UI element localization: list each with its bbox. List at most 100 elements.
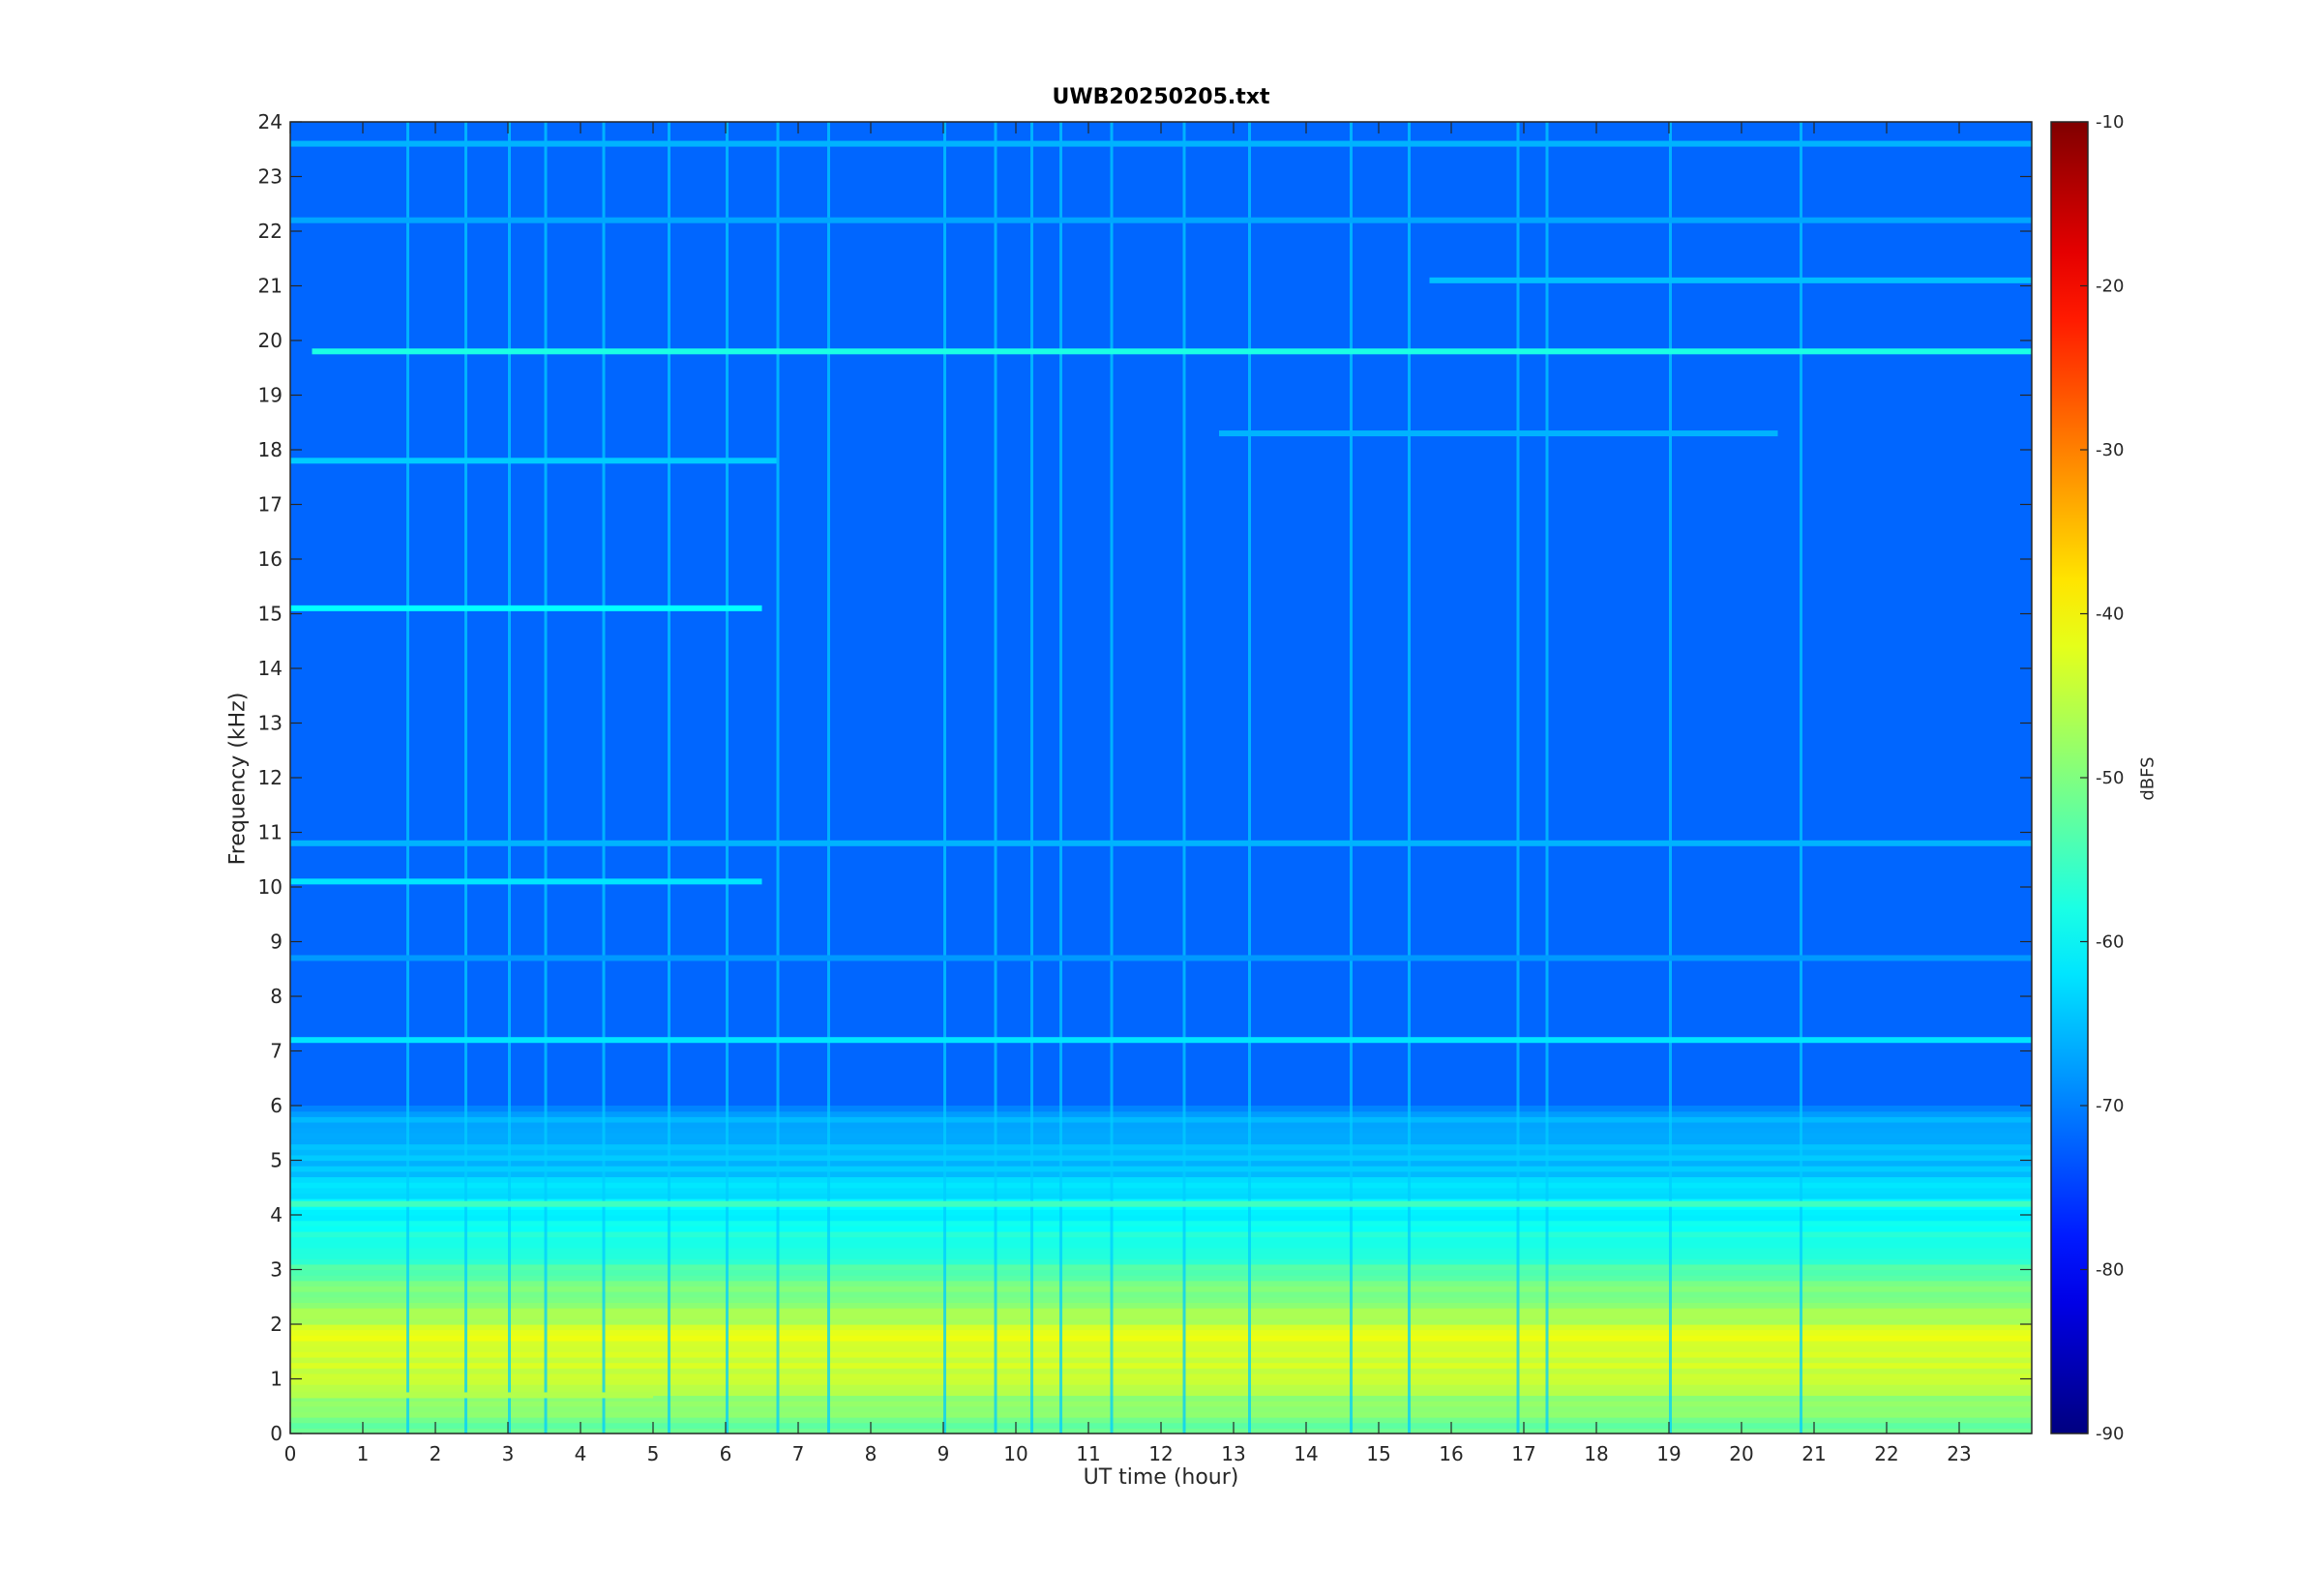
x-tick-label: 14: [1294, 1442, 1318, 1465]
x-axis-label: UT time (hour): [1083, 1465, 1239, 1490]
low-frequency-band: [290, 1258, 2032, 1265]
y-tick-label: 14: [258, 657, 283, 680]
persistent-line: [290, 605, 762, 611]
colorbar-tick-label: -40: [2096, 605, 2124, 625]
broadband-event: [1059, 122, 1062, 1433]
low-frequency-band: [290, 1160, 2032, 1167]
broadband-event: [668, 122, 670, 1433]
y-tick-label: 8: [270, 985, 283, 1008]
low-frequency-band: [290, 1209, 2032, 1216]
low-frequency-band: [290, 1143, 2032, 1150]
persistent-line: [290, 1037, 2032, 1044]
y-tick-label: 23: [258, 165, 283, 189]
y-tick-label: 5: [270, 1149, 283, 1172]
y-tick-label: 15: [258, 603, 283, 626]
chart-title: UWB20250205.txt: [1052, 85, 1270, 109]
low-frequency-band: [290, 1176, 2032, 1183]
x-tick-label: 17: [1511, 1442, 1535, 1465]
y-tick-label: 4: [270, 1203, 283, 1227]
low-frequency-band: [290, 1138, 2032, 1145]
low-frequency-band: [290, 1302, 2032, 1309]
x-tick-label: 21: [1801, 1442, 1826, 1465]
y-tick-label: 19: [258, 384, 283, 407]
x-tick-label: 7: [792, 1442, 805, 1465]
x-tick-label: 19: [1656, 1442, 1681, 1465]
low-frequency-band: [290, 1356, 2032, 1364]
low-frequency-band: [290, 1154, 2032, 1162]
broadband-event: [406, 122, 409, 1433]
y-tick-label: 10: [258, 875, 283, 899]
low-frequency-band: [290, 1345, 2032, 1352]
x-tick-label: 9: [938, 1442, 950, 1465]
y-tick-label: 13: [258, 712, 283, 735]
broadband-event: [1182, 122, 1186, 1433]
y-tick-label: 1: [270, 1368, 283, 1391]
y-tick-label: 21: [258, 275, 283, 298]
y-tick-label: 11: [258, 821, 283, 844]
y-tick-label: 16: [258, 547, 283, 571]
x-tick-label: 20: [1729, 1442, 1753, 1465]
low-frequency-band: [290, 1106, 2032, 1112]
low-frequency-band: [290, 1351, 2032, 1358]
low-frequency-band: [290, 1362, 2032, 1369]
low-frequency-band: [290, 1411, 2032, 1418]
low-frequency-band: [290, 1378, 2032, 1385]
broadband-event: [1350, 122, 1353, 1433]
x-tick-label: 1: [357, 1442, 370, 1465]
broadband-event: [1669, 122, 1672, 1433]
low-frequency-band: [290, 1149, 2032, 1156]
low-frequency-band: [290, 1275, 2032, 1282]
broadband-event: [1545, 122, 1549, 1433]
colorbar-label: dBFS: [2137, 756, 2158, 801]
persistent-line: [290, 458, 777, 464]
colorbar-tick-label: -10: [2096, 112, 2124, 133]
low-frequency-band: [290, 1389, 2032, 1397]
y-tick-label: 17: [258, 493, 283, 517]
x-tick-label: 8: [865, 1442, 878, 1465]
x-tick-label: 2: [430, 1442, 442, 1465]
broadband-event: [1030, 122, 1033, 1433]
persistent-line: [290, 840, 2032, 846]
x-tick-label: 16: [1439, 1442, 1463, 1465]
y-tick-label: 2: [270, 1313, 283, 1336]
low-frequency-band: [290, 1291, 2032, 1298]
low-frequency-band: [290, 1133, 2032, 1139]
broadband-event: [776, 122, 780, 1433]
low-frequency-band: [290, 1182, 2032, 1189]
broadband-event: [1248, 122, 1251, 1433]
persistent-line: [290, 955, 2032, 961]
low-frequency-band: [290, 1226, 2032, 1232]
spectrogram-heatmap: [290, 122, 2032, 1434]
low-frequency-band: [290, 1110, 2032, 1117]
colorbar-tick-label: -60: [2096, 932, 2124, 953]
x-tick-label: 15: [1366, 1442, 1390, 1465]
persistent-line: [290, 1392, 653, 1399]
x-tick-label: 0: [284, 1442, 297, 1465]
broadband-event: [1408, 122, 1411, 1433]
low-frequency-band: [290, 1116, 2032, 1123]
broadband-event: [464, 122, 467, 1433]
y-tick-label: 22: [258, 220, 283, 243]
low-frequency-band: [290, 1286, 2032, 1292]
low-frequency-band: [290, 1335, 2032, 1342]
low-frequency-band: [290, 1329, 2032, 1336]
colorbar-tick-label: -90: [2096, 1424, 2124, 1444]
y-tick-label: 24: [258, 110, 283, 133]
colorbar-tick-label: -20: [2096, 277, 2124, 297]
persistent-line: [1219, 430, 1778, 437]
low-frequency-band: [290, 1263, 2032, 1271]
low-frequency-band: [290, 1280, 2032, 1287]
low-frequency-band: [290, 1215, 2032, 1222]
low-frequency-band: [290, 1203, 2032, 1210]
x-tick-label: 22: [1874, 1442, 1898, 1465]
broadband-event: [994, 122, 997, 1433]
low-frequency-band: [290, 1220, 2032, 1227]
persistent-line: [290, 140, 2032, 147]
broadband-event: [508, 122, 511, 1433]
low-frequency-band: [290, 1308, 2032, 1315]
persistent-line: [290, 217, 2032, 223]
y-tick-label: 20: [258, 329, 283, 352]
low-frequency-band: [290, 1187, 2032, 1194]
low-frequency-band: [290, 1170, 2032, 1178]
